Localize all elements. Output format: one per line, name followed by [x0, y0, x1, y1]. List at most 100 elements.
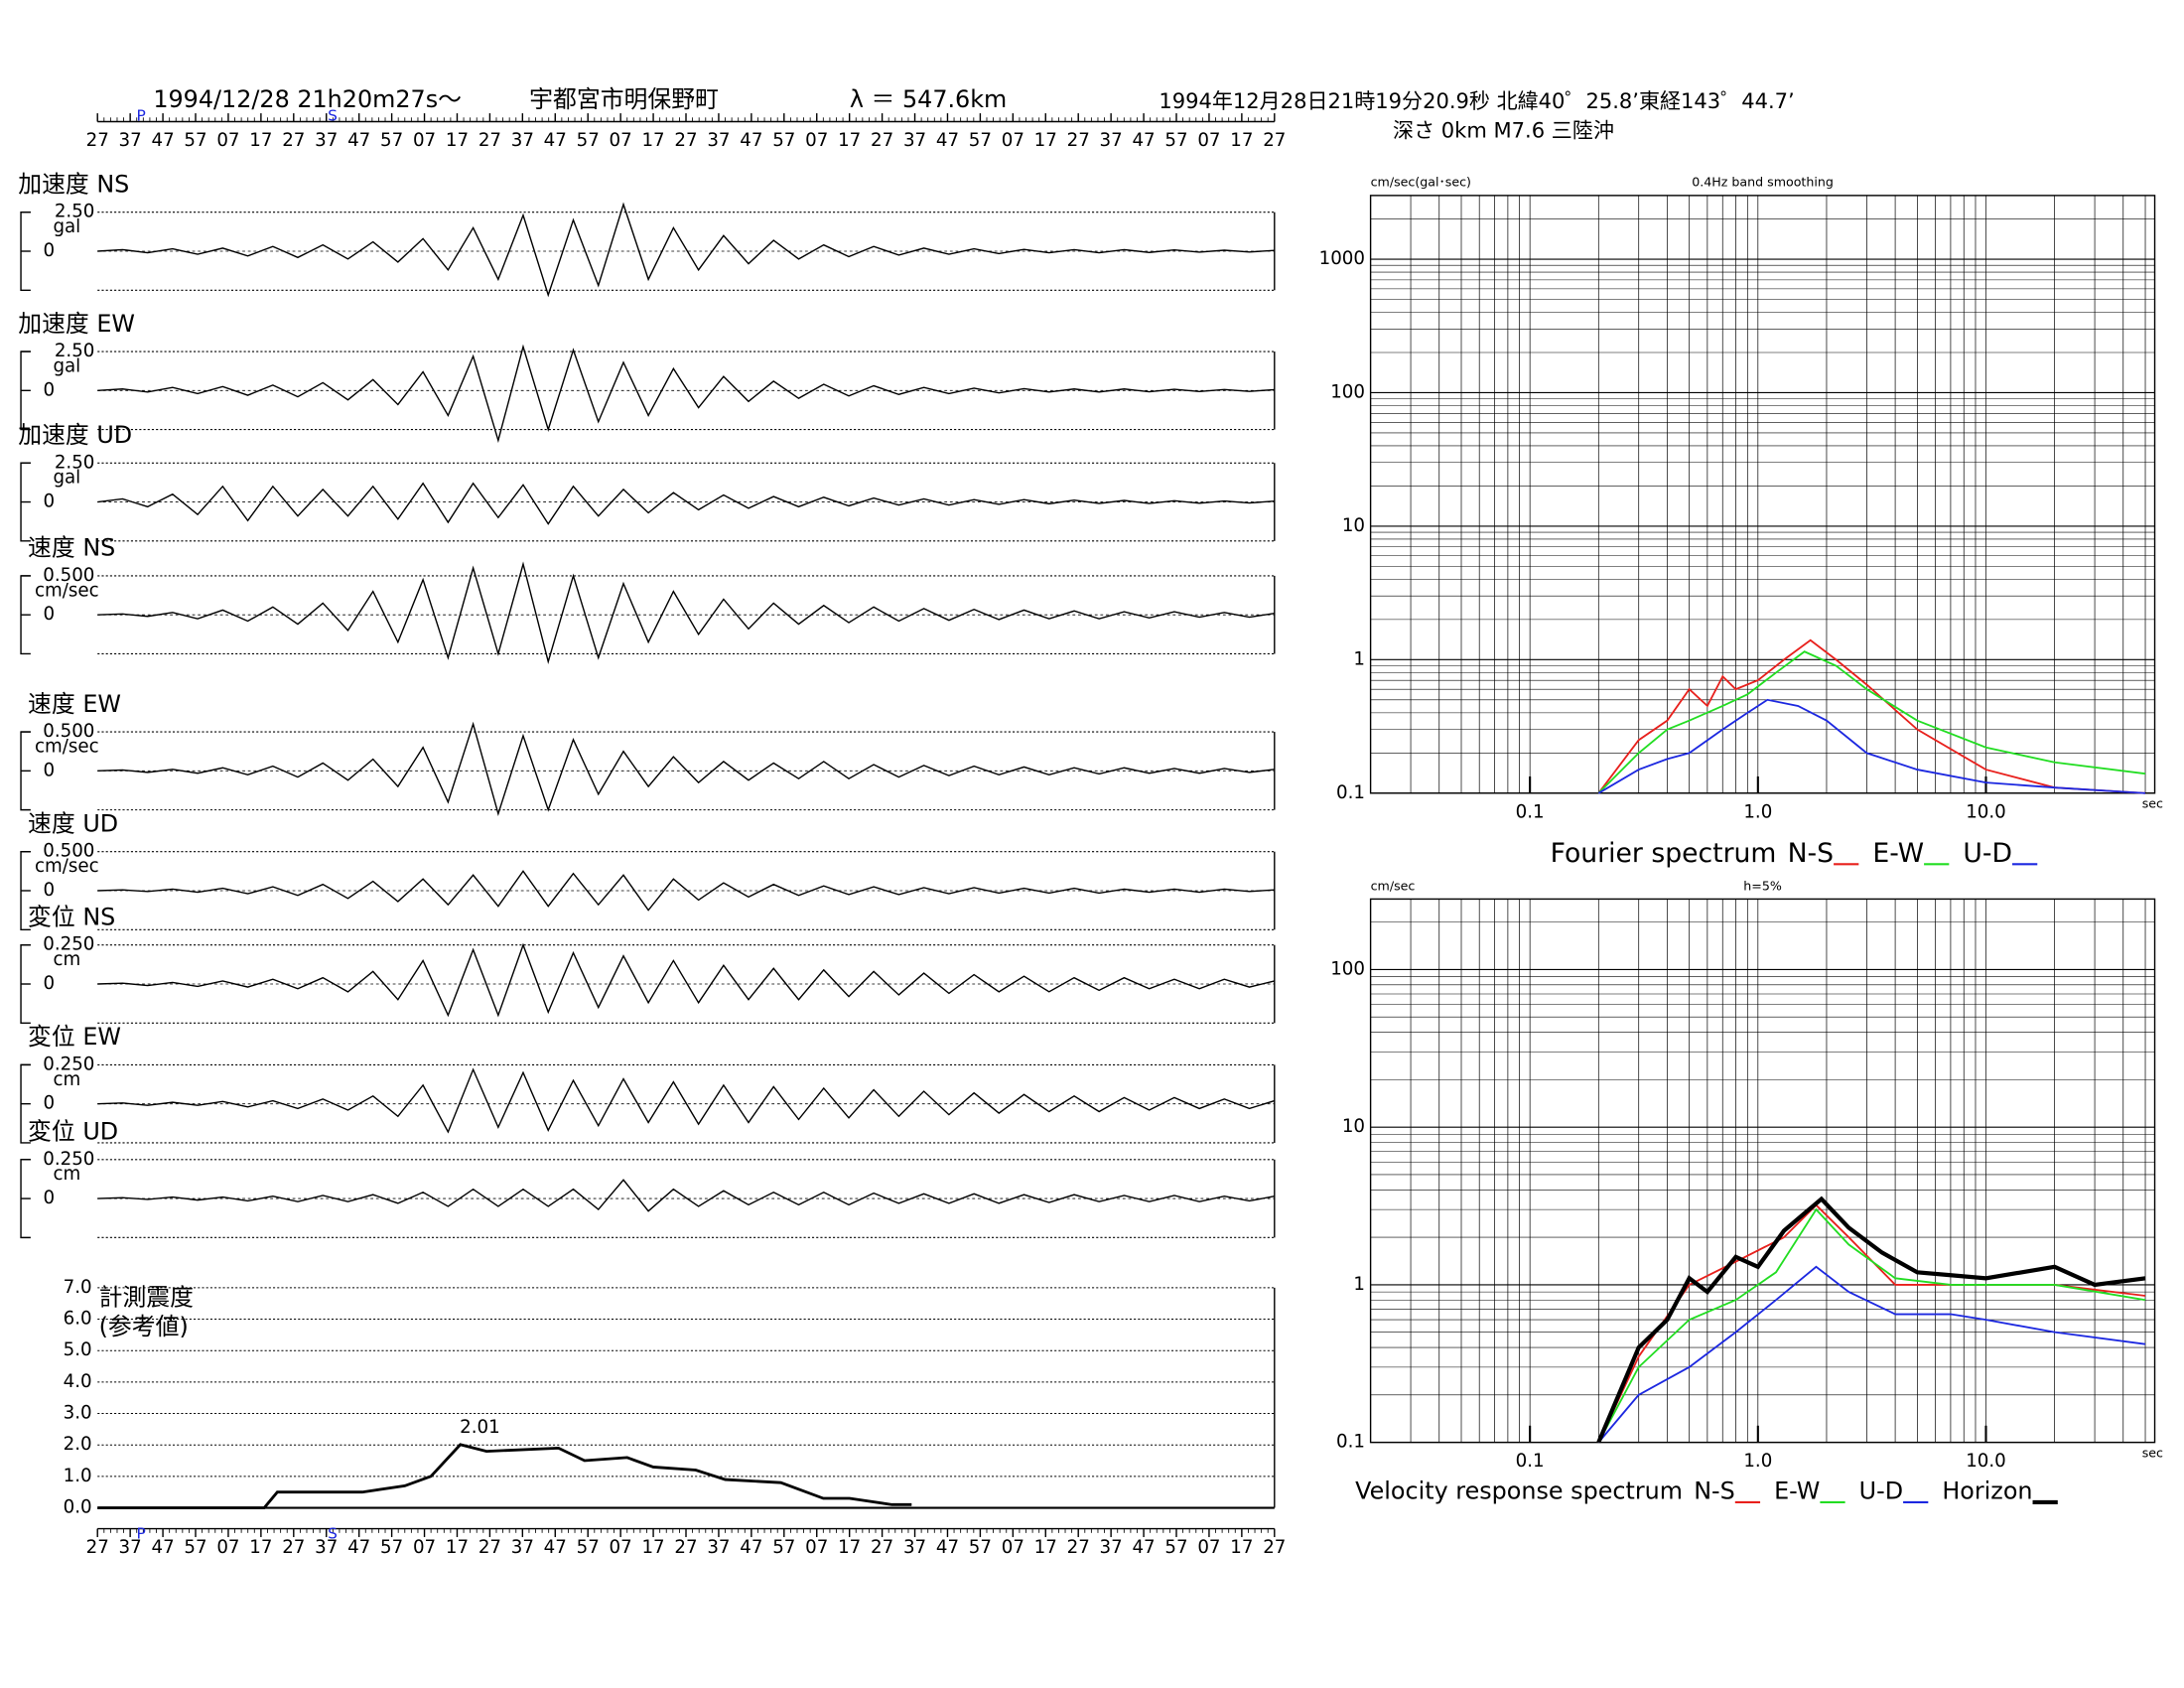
time-tick-label: 07 — [805, 130, 828, 151]
time-tick-label: 17 — [838, 1537, 861, 1558]
x-tick-label: 1.0 — [1743, 1451, 1772, 1472]
time-tick-label: 47 — [544, 130, 567, 151]
time-tick-label: 17 — [838, 130, 861, 151]
time-tick-label: 07 — [1197, 1537, 1220, 1558]
y-tick-label: 100 — [1330, 381, 1365, 402]
time-tick-label: 07 — [1002, 130, 1024, 151]
y-tick-label: 2.50 — [55, 202, 95, 222]
phase-marker: P — [136, 106, 145, 124]
time-tick-label: 07 — [1002, 1537, 1024, 1558]
phase-marker: S — [328, 1525, 338, 1543]
time-tick-label: 27 — [478, 1537, 501, 1558]
y-tick-label: 1.0 — [64, 1466, 92, 1486]
time-tick-label: 27 — [871, 130, 893, 151]
y-tick-label: 5.0 — [64, 1339, 92, 1360]
unit-label: cm/sec — [35, 580, 99, 601]
y-tick-label: 0 — [43, 760, 55, 780]
trace-title: 加速度 NS — [18, 171, 129, 199]
trace-title: 加速度 EW — [18, 310, 135, 338]
time-tick-label: 27 — [478, 130, 501, 151]
y-tick-label: 2.0 — [64, 1434, 92, 1455]
time-tick-label: 17 — [641, 130, 664, 151]
time-tick-label: 57 — [969, 1537, 992, 1558]
waveform — [97, 942, 1275, 1018]
time-tick-label: 07 — [413, 1537, 436, 1558]
time-tick-label: 07 — [610, 130, 632, 151]
x-tick-label: 0.1 — [1516, 801, 1545, 822]
y-tick-label: 0 — [43, 880, 55, 901]
time-tick-label: 27 — [86, 1537, 109, 1558]
y-tick-label: 0 — [43, 1093, 55, 1114]
waveform — [97, 1067, 1276, 1134]
time-tick-label: 27 — [674, 130, 697, 151]
time-tick-label: 47 — [544, 1537, 567, 1558]
waveform — [97, 561, 1275, 664]
waveform — [97, 870, 1275, 912]
trace-title: 加速度 UD — [18, 421, 132, 449]
time-tick-label: 57 — [772, 1537, 795, 1558]
y-tick-label: 3.0 — [64, 1403, 92, 1424]
time-tick-label: 57 — [184, 130, 206, 151]
unit-label: cm — [53, 949, 80, 970]
time-tick-label: 37 — [511, 1537, 534, 1558]
x-axis-label: sec — [2142, 1445, 2163, 1460]
x-tick-label: 10.0 — [1966, 1451, 2006, 1472]
time-tick-label: 57 — [184, 1537, 206, 1558]
y-tick-label: 10 — [1342, 515, 1365, 536]
intensity-subtitle: (参考値) — [99, 1313, 189, 1340]
unit-label: cm — [53, 1164, 80, 1185]
time-tick-label: 37 — [511, 130, 534, 151]
waveform — [97, 482, 1275, 525]
y-tick-label: 10 — [1342, 1116, 1365, 1137]
time-tick-label: 17 — [446, 130, 469, 151]
time-tick-label: 37 — [903, 130, 926, 151]
y-tick-label: 0.250 — [43, 1054, 94, 1074]
legend-label: N-S — [1788, 838, 1834, 869]
time-tick-label: 57 — [1164, 130, 1187, 151]
y-tick-label: 0.500 — [43, 841, 94, 862]
time-tick-label: 07 — [413, 130, 436, 151]
time-tick-label: 17 — [446, 1537, 469, 1558]
y-tick-label: 0.250 — [43, 1149, 94, 1170]
chart-subtitle: h=5% — [1743, 878, 1782, 893]
time-tick-label: 17 — [1034, 1537, 1057, 1558]
time-tick-label: 27 — [1067, 130, 1090, 151]
spectrum-line — [1597, 650, 2146, 794]
time-tick-label: 37 — [119, 130, 142, 151]
y-tick-label: 0.0 — [64, 1497, 92, 1518]
time-tick-label: 07 — [610, 1537, 632, 1558]
time-tick-label: 37 — [707, 1537, 730, 1558]
y-tick-label: 0.500 — [43, 565, 94, 586]
y-tick-label: 0 — [43, 604, 55, 625]
time-tick-label: 37 — [1100, 130, 1123, 151]
header-station: 宇都宮市明保野町 — [529, 85, 719, 113]
x-tick-label: 10.0 — [1966, 801, 2006, 822]
unit-label: cm/sec — [35, 736, 99, 757]
time-tick-label: 27 — [674, 1537, 697, 1558]
y-tick-label: 0.500 — [43, 721, 94, 742]
phase-marker: P — [136, 1525, 145, 1543]
y-tick-label: 7.0 — [64, 1277, 92, 1298]
spectrum-line — [1597, 638, 2146, 794]
time-tick-label: 47 — [347, 130, 370, 151]
time-tick-label: 07 — [216, 1537, 239, 1558]
unit-label: gal — [53, 468, 80, 489]
legend-title: Fourier spectrum — [1551, 838, 1777, 869]
legend-label: N-S — [1694, 1477, 1735, 1505]
time-tick-label: 47 — [347, 1537, 370, 1558]
waveform — [97, 721, 1275, 816]
y-tick-label: 100 — [1330, 958, 1365, 979]
peak-label: 2.01 — [460, 1417, 500, 1438]
time-tick-label: 27 — [1067, 1537, 1090, 1558]
time-tick-label: 27 — [86, 130, 109, 151]
y-tick-label: 2.50 — [55, 452, 95, 473]
header-depth: 深さ 0km M7.6 三陸沖 — [1393, 117, 1614, 142]
header-distance: λ ＝ 547.6km — [850, 85, 1007, 113]
time-tick-label: 27 — [282, 130, 305, 151]
legend-label: E-W — [1872, 838, 1924, 869]
chart-title: cm/sec — [1371, 878, 1416, 893]
time-tick-label: 27 — [1263, 1537, 1286, 1558]
time-tick-label: 17 — [641, 1537, 664, 1558]
y-tick-label: 0 — [43, 1188, 55, 1208]
